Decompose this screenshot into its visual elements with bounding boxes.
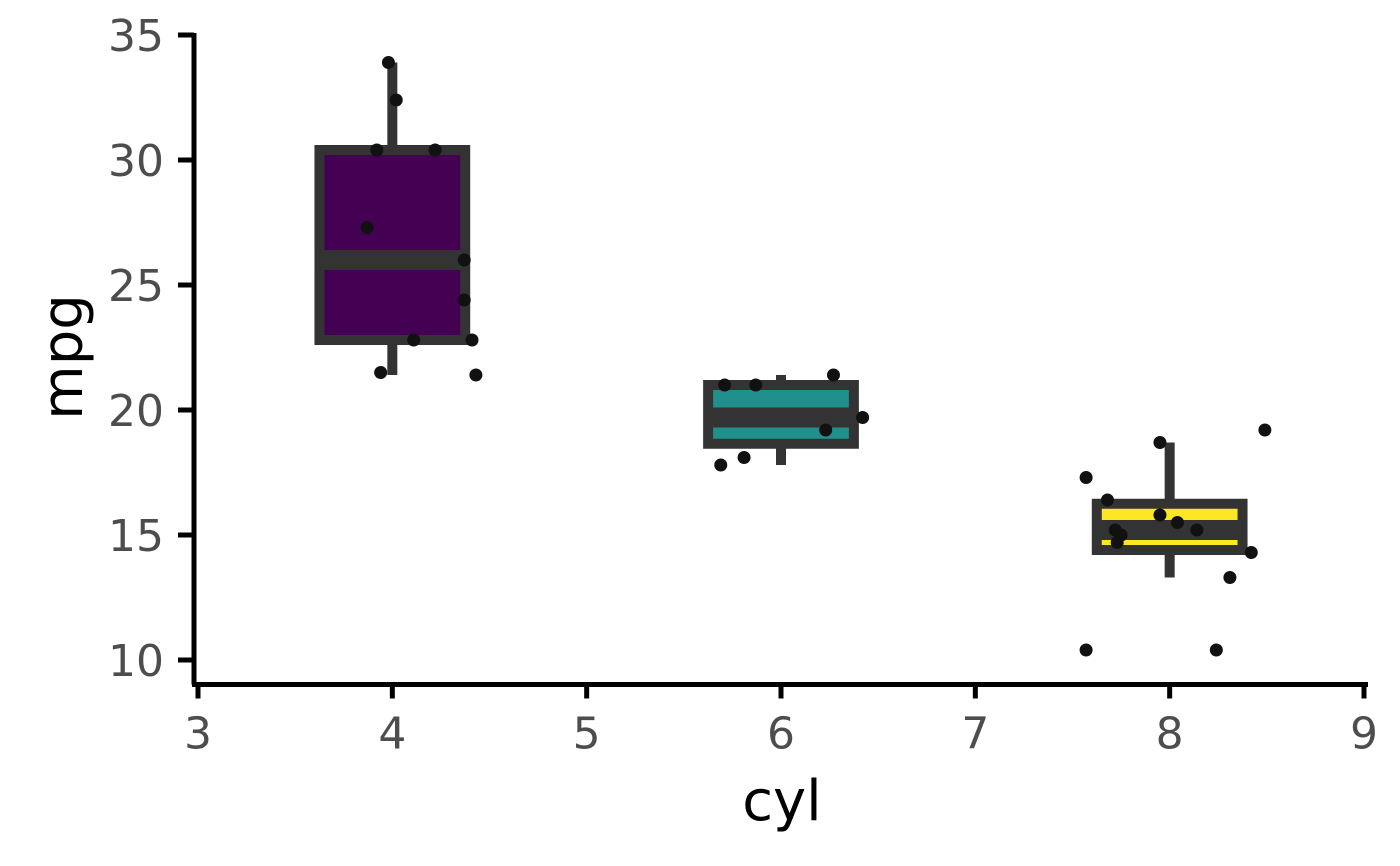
y-axis-title: mpg [31, 294, 96, 420]
point-cyl-8-2 [1079, 471, 1093, 484]
point-cyl-8-3 [1100, 493, 1114, 507]
x-tick-label-4: 4 [378, 709, 406, 760]
x-tick-label-8: 8 [1156, 709, 1184, 760]
point-cyl-8-10 [1244, 546, 1258, 559]
axes-layer: 10 15 20 25 30 35 3 4 5 6 7 8 9 [108, 11, 1378, 760]
point-cyl-4-1 [389, 93, 403, 107]
point-cyl-4-7 [465, 333, 479, 347]
x-tick-label-6: 6 [767, 709, 795, 760]
y-tick-label-30: 30 [108, 136, 164, 187]
point-cyl-6-6 [714, 458, 728, 472]
point-cyl-8-0 [1258, 423, 1272, 437]
x-tick-label-7: 7 [961, 709, 989, 760]
point-cyl-4-5 [457, 253, 471, 267]
box-cyl-4 [314, 145, 471, 345]
point-cyl-4-4 [360, 221, 374, 234]
point-cyl-4-6 [457, 293, 471, 307]
point-cyl-6-0 [718, 378, 732, 392]
point-cyl-6-2 [826, 368, 840, 382]
point-cyl-4-0 [381, 56, 395, 69]
x-tick-label-3: 3 [184, 709, 212, 760]
point-cyl-6-4 [819, 423, 833, 437]
y-tick-label-25: 25 [108, 261, 164, 312]
point-cyl-4-10 [469, 368, 483, 382]
point-cyl-4-8 [407, 333, 421, 347]
x-tick-label-9: 9 [1350, 709, 1378, 760]
point-cyl-8-13 [1079, 643, 1093, 657]
y-tick-label-35: 35 [108, 11, 164, 62]
point-cyl-8-1 [1153, 436, 1167, 449]
point-cyl-8-7 [1190, 523, 1204, 537]
point-cyl-8-9 [1110, 536, 1124, 549]
point-cyl-4-3 [428, 143, 442, 157]
point-cyl-8-4 [1153, 508, 1167, 522]
x-tick-label-5: 5 [573, 709, 601, 760]
x-axis-title: cyl [742, 769, 822, 834]
point-cyl-6-1 [749, 378, 763, 392]
y-tick-label-20: 20 [108, 386, 164, 437]
point-cyl-8-12 [1209, 643, 1223, 657]
y-tick-label-15: 15 [108, 511, 164, 562]
points-layer [360, 56, 1272, 657]
point-cyl-6-5 [737, 451, 751, 464]
y-tick-label-10: 10 [108, 636, 164, 687]
point-cyl-8-5 [1170, 516, 1184, 529]
point-cyl-4-2 [370, 143, 384, 157]
point-cyl-6-3 [856, 411, 870, 424]
point-cyl-8-11 [1223, 571, 1237, 584]
point-cyl-4-9 [374, 366, 388, 379]
